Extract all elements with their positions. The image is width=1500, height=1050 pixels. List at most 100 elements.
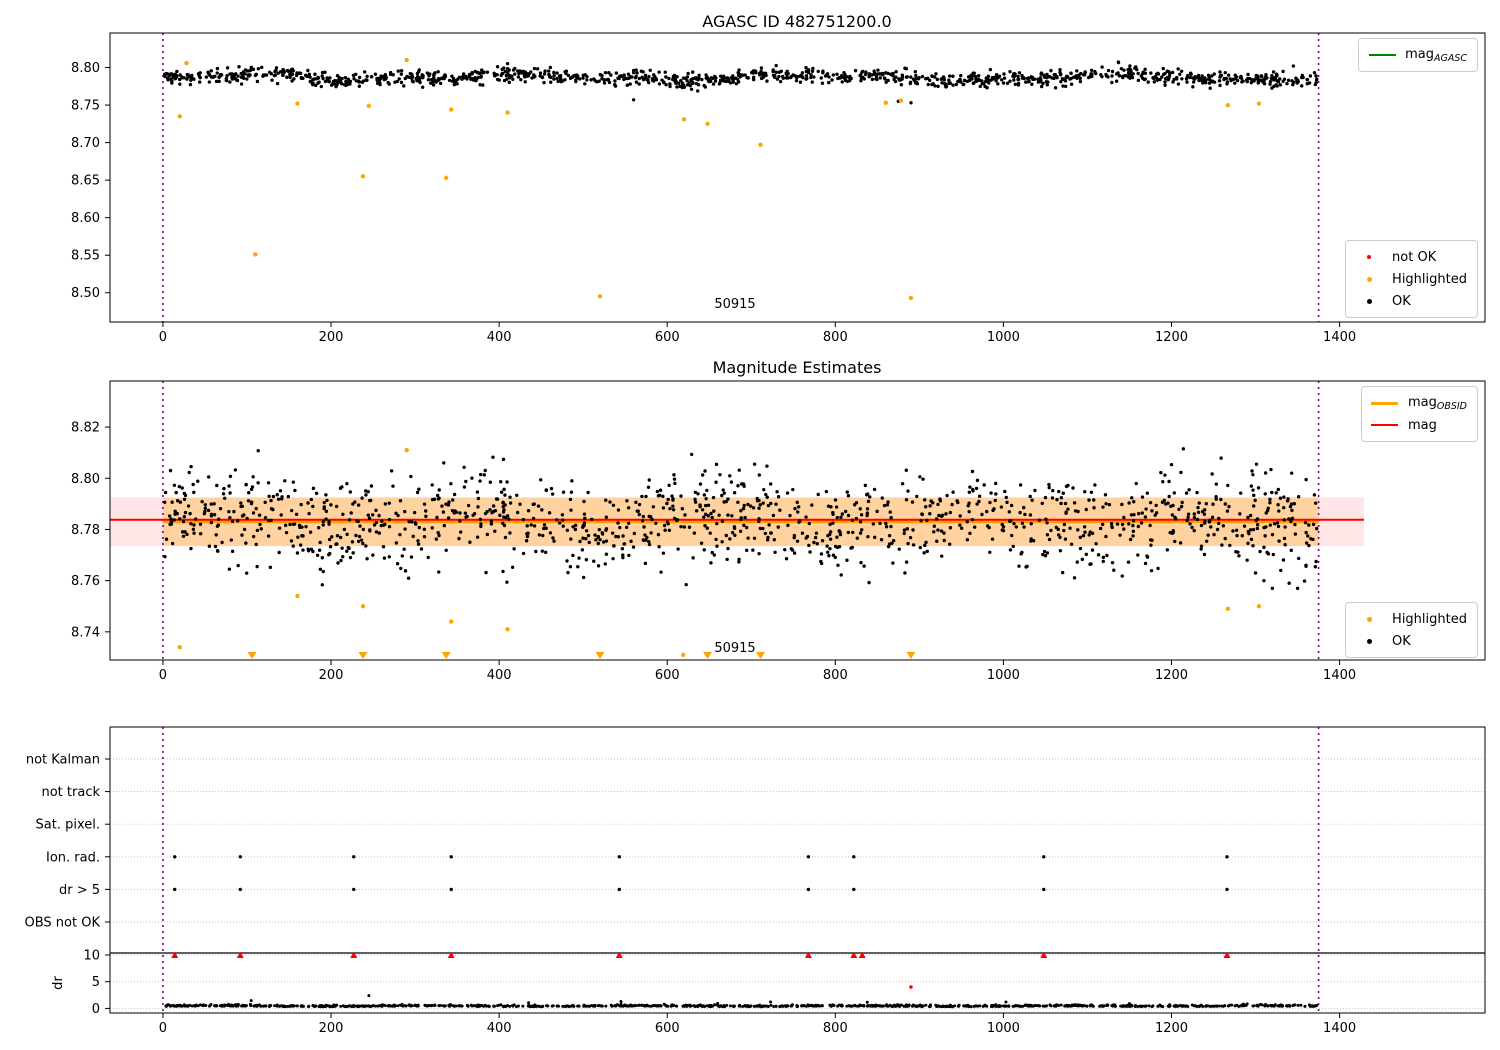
ok-point bbox=[328, 545, 333, 549]
ok-point bbox=[172, 483, 177, 487]
ok-point bbox=[447, 78, 452, 83]
ok-point bbox=[1163, 83, 1167, 87]
ok-point bbox=[306, 501, 310, 505]
ok-point bbox=[518, 502, 522, 506]
ok-point bbox=[521, 551, 526, 556]
ok-point bbox=[169, 517, 173, 521]
ok-point bbox=[626, 72, 631, 76]
y-tick-label: 8.80 bbox=[71, 472, 100, 487]
ok-point bbox=[980, 512, 984, 517]
ok-point bbox=[935, 539, 939, 543]
ok-point bbox=[1282, 495, 1286, 499]
ok-point bbox=[268, 565, 273, 570]
dr-point bbox=[974, 1004, 978, 1008]
ok-point bbox=[996, 82, 1000, 86]
ok-point bbox=[449, 482, 453, 486]
dr-point bbox=[816, 1003, 820, 1007]
ok-point bbox=[1092, 498, 1096, 502]
ok-point bbox=[484, 570, 488, 575]
ok-point bbox=[1101, 505, 1105, 509]
not-ok-point bbox=[909, 985, 913, 989]
ok-point bbox=[391, 73, 395, 77]
ok-point bbox=[875, 509, 879, 514]
ok-point bbox=[710, 550, 714, 555]
ok-point bbox=[338, 486, 343, 490]
dr-point bbox=[584, 1004, 588, 1008]
ok-point bbox=[720, 519, 725, 523]
ok-point bbox=[783, 547, 787, 552]
ok-point bbox=[1104, 502, 1108, 506]
ok-point bbox=[251, 534, 256, 539]
ok-point bbox=[858, 73, 863, 77]
ok-point bbox=[1219, 497, 1223, 502]
ok-point bbox=[1012, 74, 1016, 79]
ok-point bbox=[1076, 528, 1080, 532]
dr-point bbox=[383, 1004, 387, 1008]
plot1-obsid-annotation: 50915 bbox=[714, 297, 756, 312]
ok-point bbox=[1116, 60, 1121, 65]
ok-point bbox=[846, 494, 851, 498]
ok-point bbox=[215, 71, 219, 75]
ok-point bbox=[242, 527, 247, 532]
ok-point bbox=[905, 527, 910, 531]
ok-point bbox=[244, 483, 248, 487]
ok-point bbox=[1249, 484, 1254, 488]
ok-point bbox=[227, 567, 232, 571]
ok-point bbox=[759, 69, 763, 74]
ok-point bbox=[1071, 75, 1076, 80]
ok-point bbox=[1114, 79, 1119, 83]
ok-point bbox=[169, 520, 174, 525]
ok-point bbox=[306, 547, 310, 551]
ok-point bbox=[1304, 530, 1308, 535]
dr-point bbox=[1112, 1003, 1116, 1007]
legend-marker bbox=[1366, 298, 1372, 304]
ok-point bbox=[1047, 74, 1051, 79]
dr-point bbox=[1082, 1004, 1086, 1008]
ok-point bbox=[1311, 522, 1316, 527]
dr-point bbox=[470, 1004, 474, 1008]
ok-point bbox=[925, 549, 929, 554]
ok-point bbox=[1285, 81, 1289, 86]
ok-point bbox=[968, 485, 972, 489]
ok-point bbox=[525, 532, 529, 536]
ok-point bbox=[181, 534, 186, 539]
ok-point bbox=[974, 486, 979, 491]
dr-point bbox=[1026, 1004, 1030, 1008]
ok-point bbox=[721, 488, 725, 492]
ok-point bbox=[967, 501, 971, 505]
ok-point bbox=[204, 75, 209, 79]
ok-point bbox=[647, 539, 651, 544]
dr-point bbox=[186, 1004, 190, 1008]
ok-point bbox=[774, 63, 778, 68]
ok-point bbox=[217, 79, 221, 84]
dr-point bbox=[341, 1004, 345, 1008]
ok-point bbox=[607, 70, 611, 75]
ok-point bbox=[534, 549, 538, 554]
dr-point bbox=[249, 999, 253, 1003]
ok-point bbox=[263, 516, 268, 520]
ok-point bbox=[1274, 491, 1278, 495]
ok-point bbox=[450, 79, 455, 83]
ok-point bbox=[639, 69, 644, 73]
ok-point bbox=[766, 503, 771, 508]
ok-point bbox=[334, 504, 339, 509]
ok-point bbox=[1128, 537, 1133, 542]
ok-point bbox=[416, 74, 420, 79]
flag-point bbox=[1225, 887, 1229, 892]
ok-point bbox=[339, 558, 343, 563]
ok-point bbox=[1078, 76, 1082, 80]
ok-point bbox=[1101, 559, 1105, 564]
ok-point bbox=[1168, 71, 1172, 76]
ok-point bbox=[965, 79, 969, 84]
ok-point bbox=[714, 480, 718, 484]
ok-point bbox=[214, 533, 218, 537]
ok-point bbox=[453, 79, 457, 84]
ok-point bbox=[341, 554, 345, 559]
ok-point bbox=[1122, 527, 1126, 531]
ok-point bbox=[1093, 69, 1097, 74]
ok-point bbox=[684, 76, 688, 81]
ok-point bbox=[200, 499, 204, 504]
ok-point bbox=[220, 540, 224, 545]
ok-point bbox=[482, 473, 486, 477]
ok-point bbox=[643, 561, 648, 566]
